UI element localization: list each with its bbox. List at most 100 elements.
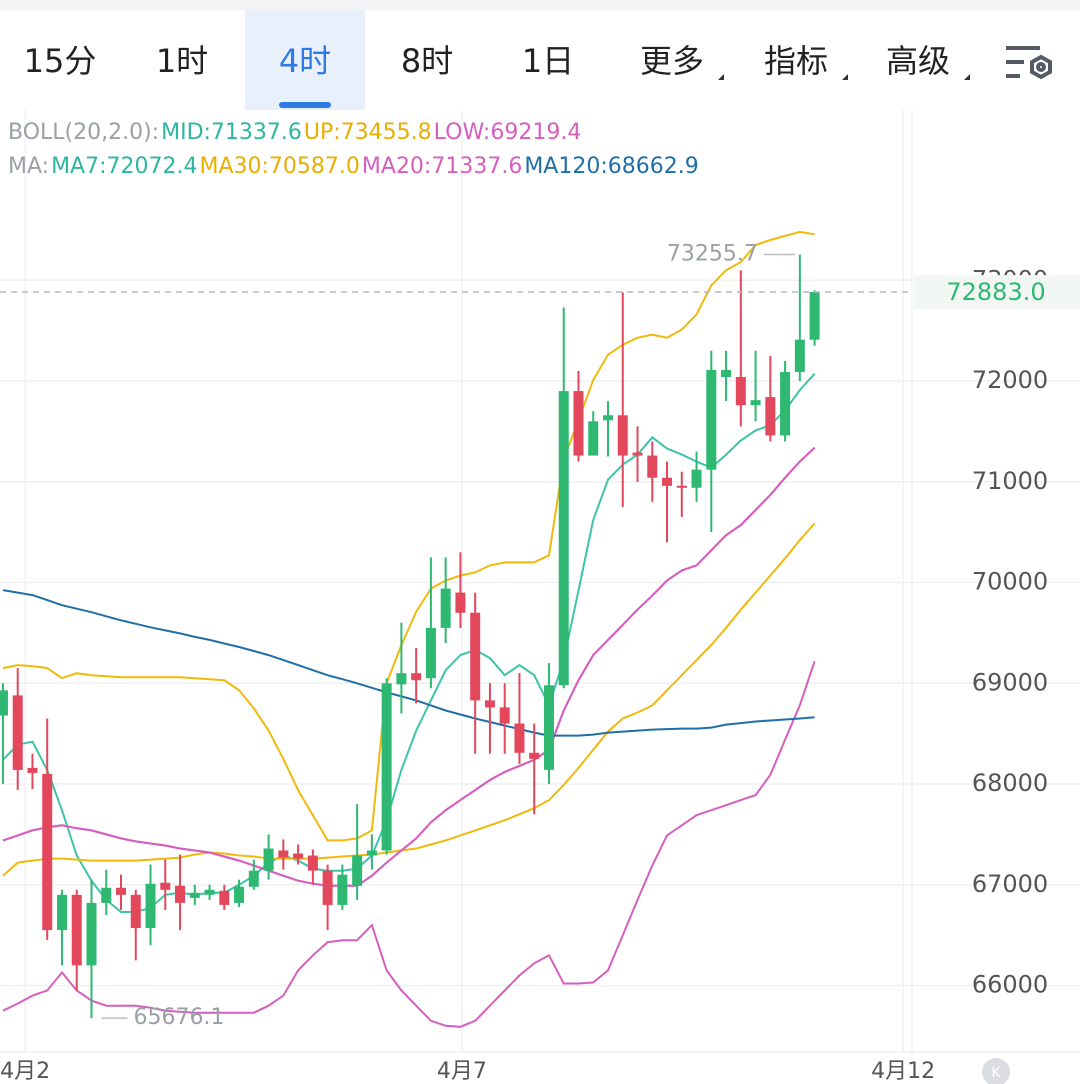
candle-body xyxy=(514,723,525,753)
current-price-label: 72883.0 xyxy=(946,278,1045,306)
y-tick-label: 69000 xyxy=(972,668,1048,696)
candle-body xyxy=(56,894,67,931)
candle-body xyxy=(706,369,717,470)
candle-body xyxy=(86,902,97,966)
candle-body xyxy=(263,848,274,871)
candle-body xyxy=(0,690,8,716)
x-tick-label: 4月2 xyxy=(0,1059,50,1084)
candle-body xyxy=(647,455,658,478)
candle-body xyxy=(116,887,127,895)
legend-entry: MID:71337.6 xyxy=(161,120,302,145)
candle-body xyxy=(543,685,554,770)
tab[interactable]: 更多 xyxy=(640,42,704,80)
legend-entry: MA7:72072.4 xyxy=(51,154,198,179)
candle-body xyxy=(603,415,613,421)
y-tick-label: 70000 xyxy=(972,568,1048,596)
candle-body xyxy=(676,485,687,488)
settings-icon[interactable] xyxy=(1006,46,1052,80)
candle-body xyxy=(12,695,23,770)
candle-body xyxy=(411,673,422,681)
legend-entry: LOW:69219.4 xyxy=(433,120,582,145)
tab[interactable]: 8时 xyxy=(401,42,453,80)
legend-entry: UP:73455.8 xyxy=(303,120,432,145)
x-tick-label: 4月7 xyxy=(437,1059,487,1084)
candle-body xyxy=(780,371,791,436)
candle-body xyxy=(160,882,171,890)
dropdown-caret xyxy=(842,74,848,80)
candle-body xyxy=(366,850,377,856)
badge[interactable] xyxy=(982,1058,1010,1084)
legend-entry: MA120:68662.9 xyxy=(524,154,699,179)
candle-body xyxy=(721,369,732,377)
indicator-line xyxy=(2,230,815,842)
candle-body xyxy=(204,889,215,895)
candle-body xyxy=(662,477,673,486)
candle-body xyxy=(352,855,363,886)
candle-body xyxy=(425,627,436,679)
badge-text: K xyxy=(991,1065,1001,1081)
candle-body xyxy=(322,870,333,905)
candle-body xyxy=(248,870,259,887)
candle-body xyxy=(27,767,38,773)
candle-body xyxy=(175,885,186,903)
candle-body xyxy=(750,400,761,406)
candle-body xyxy=(765,397,776,436)
candle-body xyxy=(809,292,820,340)
legend-entry: MA20:71337.6 xyxy=(361,154,523,179)
candle-body xyxy=(588,421,599,456)
candle-body xyxy=(307,855,318,871)
candle-body xyxy=(558,391,569,686)
candle-body xyxy=(617,415,628,456)
tab[interactable]: 15分 xyxy=(24,42,97,80)
annotation-label: 65676.1 xyxy=(133,1005,224,1030)
candle-body xyxy=(396,673,407,685)
candle-body xyxy=(499,707,510,724)
legend-row: MA:MA7:72072.4MA30:70587.0MA20:71337.6MA… xyxy=(8,150,701,184)
candle-body xyxy=(381,683,392,851)
legend-entry: MA30:70587.0 xyxy=(199,154,360,179)
candle-body xyxy=(470,612,481,701)
candle-body xyxy=(632,452,643,456)
dropdown-caret xyxy=(964,74,970,80)
y-tick-label: 72000 xyxy=(972,366,1048,394)
tab[interactable]: 1日 xyxy=(522,42,574,80)
indicator-line xyxy=(2,446,816,887)
candle-body xyxy=(455,592,466,613)
y-tick-label: 67000 xyxy=(972,870,1048,898)
tab-bar: 15分 1时 4时 8时 1日 更多 指标 高级 xyxy=(24,10,970,110)
candle-body xyxy=(219,890,230,905)
indicator-line xyxy=(2,373,816,913)
candle-body xyxy=(101,887,112,903)
candle-body xyxy=(71,894,82,966)
legend-title: BOLL(20,2.0): xyxy=(8,120,160,145)
candle-body xyxy=(234,886,245,903)
indicator-line xyxy=(2,660,816,1028)
candle-body xyxy=(130,894,141,929)
tab[interactable]: 指标 xyxy=(764,42,828,80)
indicator-line xyxy=(2,522,816,877)
annotation-label: 73255.7 xyxy=(667,242,758,267)
tab[interactable]: 1时 xyxy=(156,42,208,80)
x-tick-label: 4月12 xyxy=(871,1059,935,1084)
candle-body xyxy=(145,883,156,929)
candle-body xyxy=(42,773,53,931)
candle-body xyxy=(573,391,584,456)
tab[interactable]: 4时 xyxy=(279,42,331,80)
tab-selected-bg xyxy=(245,10,365,110)
legend-row: BOLL(20,2.0):MID:71337.6UP:73455.8LOW:69… xyxy=(8,116,701,150)
candle-body xyxy=(735,376,746,406)
candle-body xyxy=(529,752,540,759)
tab[interactable]: 高级 xyxy=(886,42,950,80)
legend-title: MA: xyxy=(8,154,50,179)
candle-body xyxy=(337,874,348,905)
tab-underline xyxy=(279,102,331,108)
indicator-line xyxy=(2,446,816,887)
candle-body xyxy=(189,892,200,898)
indicator-line xyxy=(2,589,815,737)
y-tick-label: 71000 xyxy=(972,467,1048,495)
indicator-legend: BOLL(20,2.0):MID:71337.6UP:73455.8LOW:69… xyxy=(8,116,701,184)
status-strip xyxy=(0,0,1080,10)
candle-body xyxy=(293,853,304,859)
